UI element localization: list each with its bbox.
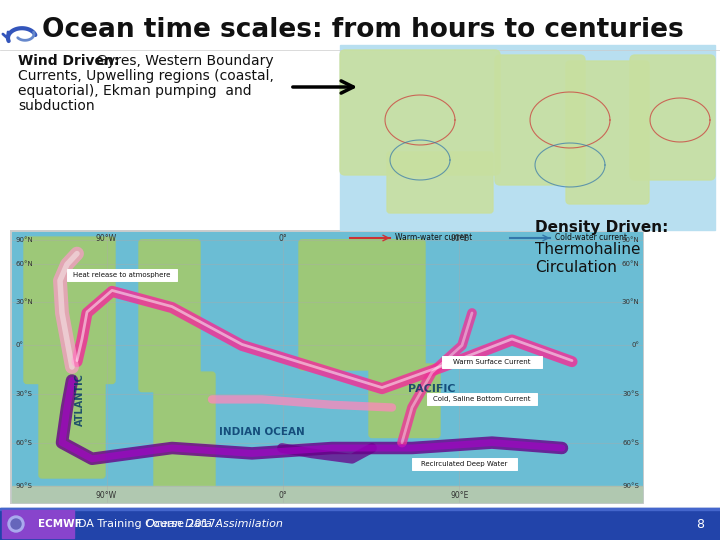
- Text: 0°: 0°: [15, 342, 23, 348]
- Text: 90°E: 90°E: [450, 234, 469, 243]
- Text: 90°E: 90°E: [450, 491, 469, 500]
- Text: 8: 8: [696, 517, 704, 530]
- Text: Thermohaline: Thermohaline: [535, 242, 641, 257]
- Text: Heat release to atmosphere: Heat release to atmosphere: [73, 272, 171, 278]
- Text: 90°S: 90°S: [622, 483, 639, 489]
- Bar: [412, 458, 517, 470]
- Text: 60°N: 60°N: [15, 261, 32, 267]
- Text: INDIAN OCEAN: INDIAN OCEAN: [219, 427, 305, 437]
- Bar: [427, 394, 537, 406]
- Text: equatorial), Ekman pumping  and: equatorial), Ekman pumping and: [18, 84, 251, 98]
- FancyBboxPatch shape: [139, 240, 200, 392]
- FancyBboxPatch shape: [495, 55, 585, 185]
- FancyBboxPatch shape: [39, 369, 105, 478]
- Bar: [2, 510, 74, 538]
- Text: ATLANTIC: ATLANTIC: [75, 373, 85, 426]
- Text: Cold-water current: Cold-water current: [555, 233, 627, 242]
- Text: 30°S: 30°S: [622, 391, 639, 397]
- Text: Cold, Saline Bottom Current: Cold, Saline Bottom Current: [433, 396, 531, 402]
- Text: Wind Driven:: Wind Driven:: [18, 54, 120, 68]
- Text: 0°: 0°: [279, 491, 287, 500]
- Text: Currents, Upwelling regions (coastal,: Currents, Upwelling regions (coastal,: [18, 69, 274, 83]
- Bar: [12, 232, 642, 502]
- FancyBboxPatch shape: [154, 372, 215, 491]
- Text: Circulation: Circulation: [535, 260, 617, 275]
- Text: ECMWF: ECMWF: [38, 519, 82, 529]
- Circle shape: [11, 519, 21, 529]
- FancyBboxPatch shape: [340, 50, 500, 175]
- Text: 60°S: 60°S: [622, 440, 639, 445]
- Text: 30°N: 30°N: [15, 299, 32, 305]
- Text: 90°N: 90°N: [15, 237, 32, 243]
- Text: DA Training Course 2017:: DA Training Course 2017:: [78, 519, 223, 529]
- Text: 90°S: 90°S: [15, 483, 32, 489]
- Text: Ocean Data Assimilation: Ocean Data Assimilation: [146, 519, 283, 529]
- Bar: [0, 508, 720, 540]
- Text: Density Driven:: Density Driven:: [535, 220, 668, 235]
- Text: Ocean time scales: from hours to centuries: Ocean time scales: from hours to centuri…: [42, 17, 684, 43]
- FancyBboxPatch shape: [299, 240, 425, 370]
- Bar: [0, 508, 720, 510]
- FancyBboxPatch shape: [387, 152, 493, 213]
- Text: 0°: 0°: [631, 342, 639, 348]
- Text: Warm-water current: Warm-water current: [395, 233, 472, 242]
- Text: 0°: 0°: [279, 234, 287, 243]
- Text: Warm Surface Current: Warm Surface Current: [454, 359, 531, 364]
- Circle shape: [8, 516, 24, 532]
- Text: 90°N: 90°N: [621, 237, 639, 243]
- Text: 30°N: 30°N: [621, 299, 639, 305]
- Text: 90°W: 90°W: [96, 491, 117, 500]
- FancyBboxPatch shape: [630, 55, 715, 180]
- Bar: [67, 269, 177, 281]
- Text: Recirculated Deep Water: Recirculated Deep Water: [421, 461, 508, 467]
- Text: 30°S: 30°S: [15, 391, 32, 397]
- Bar: [12, 486, 642, 502]
- Text: Gyres, Western Boundary: Gyres, Western Boundary: [92, 54, 274, 68]
- Bar: [10, 230, 644, 504]
- FancyBboxPatch shape: [369, 364, 440, 437]
- Text: 60°N: 60°N: [621, 261, 639, 267]
- FancyBboxPatch shape: [24, 237, 115, 383]
- Text: subduction: subduction: [18, 99, 94, 113]
- Bar: [442, 356, 542, 368]
- Text: 90°W: 90°W: [96, 234, 117, 243]
- Text: PACIFIC: PACIFIC: [408, 383, 456, 394]
- Bar: [340, 45, 715, 230]
- Text: 60°S: 60°S: [15, 440, 32, 445]
- FancyBboxPatch shape: [566, 61, 649, 204]
